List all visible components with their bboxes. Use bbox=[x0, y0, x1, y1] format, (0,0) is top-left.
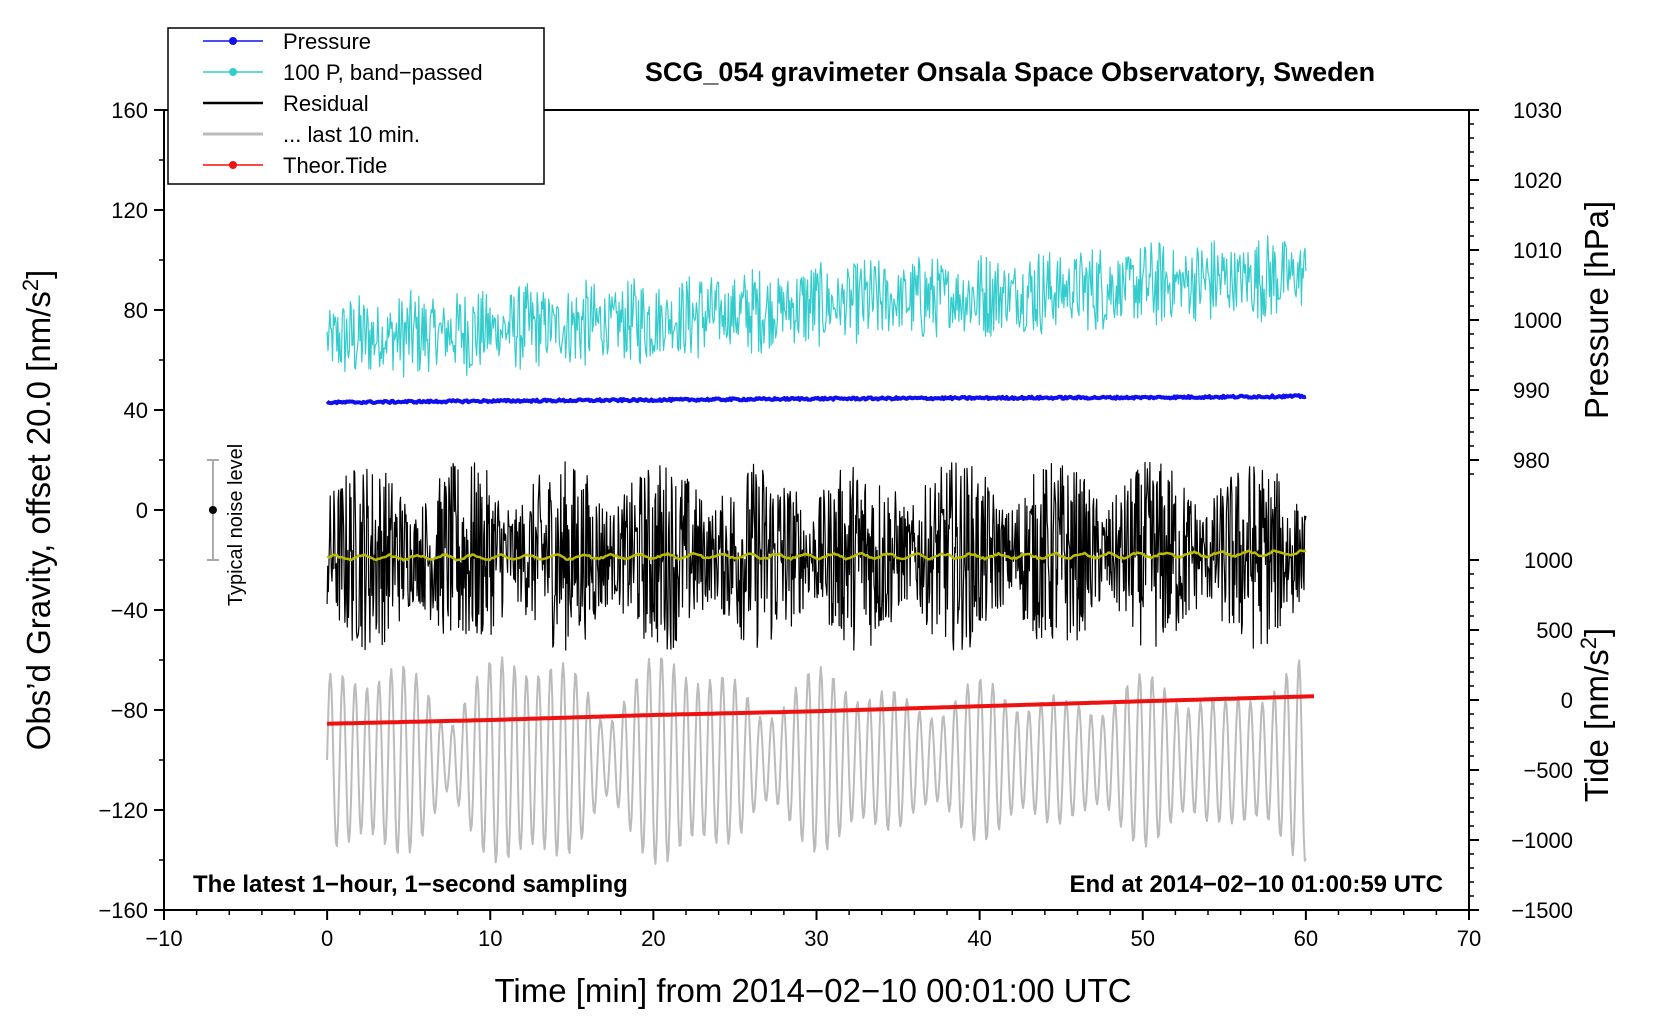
y-axis-title-tide-end: ] bbox=[1578, 628, 1615, 637]
pressure-tick-label: 1000 bbox=[1513, 308, 1562, 333]
legend-marker bbox=[229, 161, 237, 169]
y-tick-label: 0 bbox=[136, 498, 148, 523]
legend-marker bbox=[229, 68, 237, 76]
y-axis-title-tide: Tide [nm/s2] bbox=[1576, 628, 1616, 802]
legend: Pressure 100 P, band−passed Residual ... la… bbox=[167, 27, 545, 185]
tide-tick-label: 0 bbox=[1561, 688, 1573, 713]
x-tick-label: 60 bbox=[1294, 926, 1318, 951]
legend-label: 100 P, band−passed bbox=[283, 60, 483, 85]
pressure-tick-label: 980 bbox=[1513, 448, 1550, 473]
legend-box bbox=[167, 27, 545, 185]
noise-center-dot bbox=[208, 506, 217, 514]
x-axis-title: Time [min] from 2014−02−10 00:01:00 UTC bbox=[494, 972, 1131, 1009]
pressure-tick-label: 1030 bbox=[1513, 98, 1562, 123]
y-axis-title-left: Obs’d Gravity, offset 20.0 [nm/s2] bbox=[18, 270, 58, 751]
y-axis-title-tide-main: Tide [nm/s bbox=[1578, 649, 1615, 802]
y-axis-title-tide-sup: 2 bbox=[1576, 637, 1601, 649]
x-tick-label: 10 bbox=[478, 926, 502, 951]
legend-label: Residual bbox=[283, 91, 369, 116]
tide-tick-label: 500 bbox=[1536, 618, 1573, 643]
y-axis-title-left-end: ] bbox=[20, 270, 57, 279]
series-layer bbox=[325, 235, 1315, 865]
axis-layer: −10 0 10 20 30 40 50 60 70−160−120−80−4004080120… bbox=[98, 98, 1573, 951]
y-tick-label: −80 bbox=[111, 698, 148, 723]
y-tick-label: 40 bbox=[124, 398, 148, 423]
y-axis-title-left-sup: 2 bbox=[18, 279, 43, 291]
pressure-tick-label: 990 bbox=[1513, 378, 1550, 403]
y-tick-label: −120 bbox=[98, 798, 148, 823]
legend-label: Pressure bbox=[283, 29, 371, 54]
tide-tick-label: −500 bbox=[1523, 758, 1573, 783]
x-tick-label: 50 bbox=[1131, 926, 1155, 951]
series-last-10-min bbox=[326, 656, 1307, 865]
y-tick-label: 80 bbox=[124, 298, 148, 323]
y-tick-label: 120 bbox=[111, 198, 148, 223]
annotation-sampling: The latest 1−hour, 1−second sampling bbox=[193, 871, 628, 898]
y-tick-label: −160 bbox=[98, 898, 148, 923]
y-tick-label: 160 bbox=[111, 98, 148, 123]
series-band-passed-pressure bbox=[326, 235, 1307, 378]
x-tick-label: 70 bbox=[1457, 926, 1481, 951]
legend-label: ... last 10 min. bbox=[283, 122, 420, 147]
pressure-tick-label: 1020 bbox=[1513, 168, 1562, 193]
x-tick-label: 0 bbox=[321, 926, 333, 951]
tide-tick-label: −1500 bbox=[1511, 898, 1573, 923]
y-tick-label: −40 bbox=[111, 598, 148, 623]
pressure-tick-label: 1010 bbox=[1513, 238, 1562, 263]
legend-marker bbox=[229, 37, 237, 45]
noise-label: Typical noise level bbox=[225, 444, 247, 606]
tide-tick-label: 1000 bbox=[1524, 548, 1573, 573]
x-tick-label: 20 bbox=[641, 926, 665, 951]
legend-label: Theor.Tide bbox=[283, 153, 387, 178]
series-pressure bbox=[325, 393, 1307, 406]
series-residual bbox=[326, 461, 1307, 651]
annotation-end-time: End at 2014−02−10 01:00:59 UTC bbox=[1069, 871, 1443, 898]
tide-tick-label: −1000 bbox=[1511, 828, 1573, 853]
y-axis-title-pressure: Pressure [hPa] bbox=[1578, 201, 1615, 419]
noise-indicator: Typical noise level bbox=[206, 444, 247, 606]
x-tick-label: 40 bbox=[967, 926, 991, 951]
y-axis-title-left-main: Obs’d Gravity, offset 20.0 [nm/s bbox=[20, 291, 57, 750]
series-theor-tide bbox=[327, 694, 1315, 726]
chart-title: SCG_054 gravimeter Onsala Space Observat… bbox=[645, 57, 1375, 87]
x-tick-label: 30 bbox=[804, 926, 828, 951]
x-tick-label: −10 bbox=[145, 926, 182, 951]
series-residual-mean bbox=[326, 549, 1307, 562]
